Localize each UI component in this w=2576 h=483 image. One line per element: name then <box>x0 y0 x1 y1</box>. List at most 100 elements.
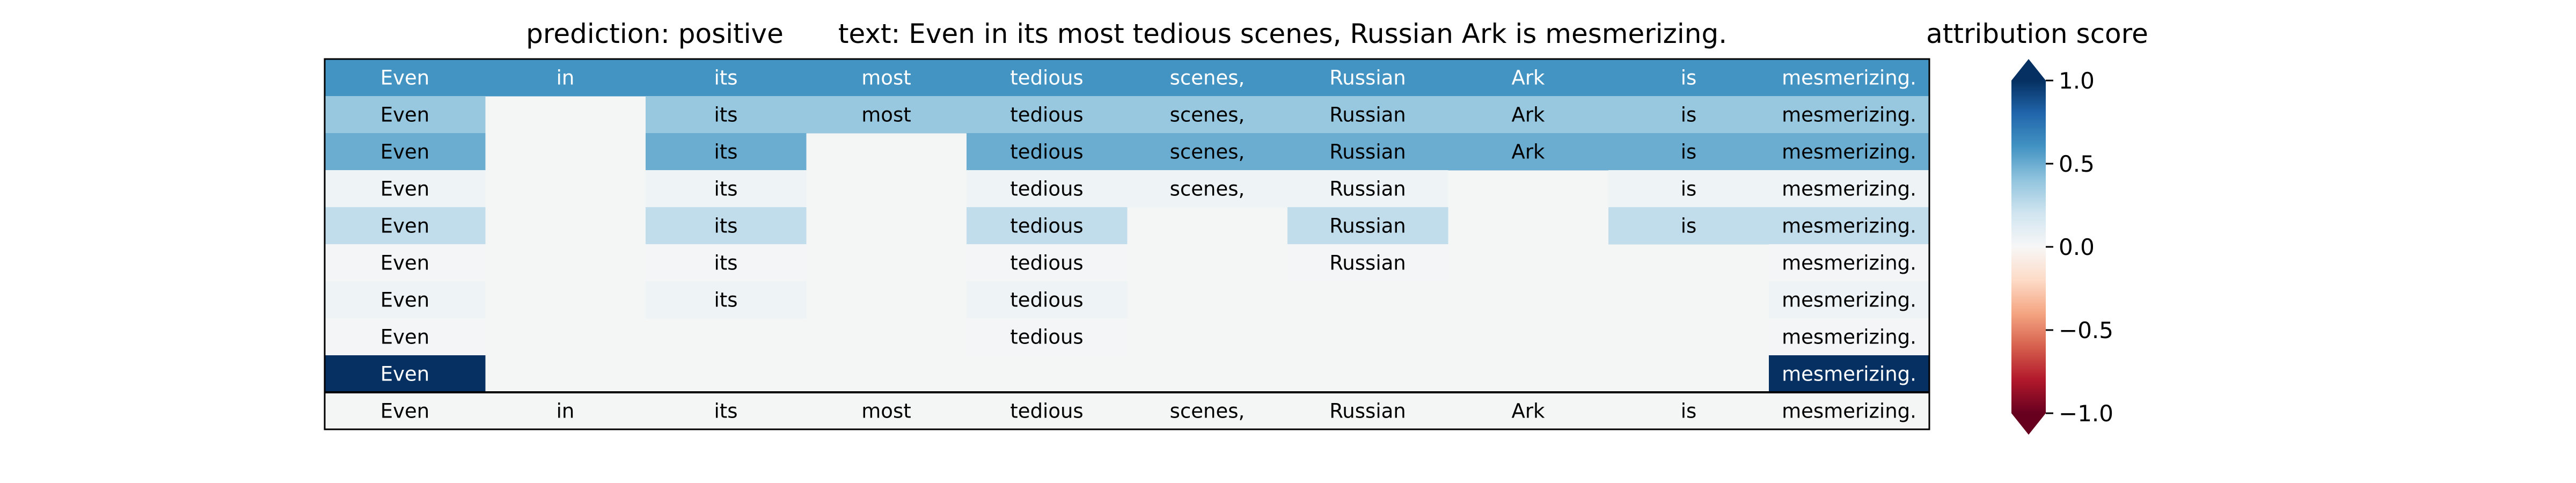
text-title: text: Even in its most tedious scenes, R… <box>838 18 1727 49</box>
perturbation-row-4-cell <box>967 170 1128 208</box>
reference-row-token-label: mesmerizing. <box>1782 400 1916 423</box>
perturbation-row-2-token-label: most <box>861 104 911 127</box>
perturbation-row-4-cell <box>1127 170 1288 208</box>
perturbation-row-1-cell <box>1769 59 1930 97</box>
perturbation-row-3-token-label: tedious <box>1010 141 1083 164</box>
prediction-title: prediction: positive <box>526 18 784 49</box>
perturbation-row-1-cell <box>1287 59 1448 97</box>
perturbation-row-6-token-label: tedious <box>1010 252 1083 275</box>
perturbation-row-3-cell <box>1127 133 1288 171</box>
colorbar-tick-label: 1.0 <box>2059 68 2095 94</box>
perturbation-row-5-token-label: mesmerizing. <box>1782 215 1916 238</box>
perturbation-row-2-cell <box>1608 96 1769 134</box>
perturbation-row-7-cell <box>1769 281 1930 319</box>
perturbation-row-4-token-label: Russian <box>1329 178 1406 201</box>
perturbation-row-3-cell <box>967 133 1128 171</box>
perturbation-row-4-token-label: tedious <box>1010 178 1083 201</box>
perturbation-row-4-cell <box>1287 170 1448 208</box>
perturbation-row-7-token-label: its <box>714 289 737 312</box>
perturbation-row-5-cell <box>1769 207 1930 245</box>
colorbar-ticks: 1.0 0.5 0.0 −0.5 −1.0 <box>2046 68 2113 427</box>
perturbation-row-1-cell <box>1608 59 1769 97</box>
perturbation-row-1-token-label: its <box>714 67 737 90</box>
colorbar-extend-top <box>2011 59 2046 80</box>
reference-row-token-label: scenes, <box>1170 400 1245 423</box>
perturbation-row-4-token-label: mesmerizing. <box>1782 178 1916 201</box>
reference-row-token-label: Ark <box>1512 400 1546 423</box>
perturbation-row-6-token-label: mesmerizing. <box>1782 252 1916 275</box>
perturbation-row-2-token-label: its <box>714 104 737 127</box>
perturbation-row-7-token-label: mesmerizing. <box>1782 289 1916 312</box>
perturbation-row-6-cell <box>325 244 486 282</box>
perturbation-row-2-token-label: Even <box>380 104 430 127</box>
perturbation-row-2-cell <box>325 96 486 134</box>
perturbation-row-1-token-label: most <box>861 67 911 90</box>
heatmap-cells: Even in its most tedious scenes, Russian Ark is m… <box>325 59 1930 423</box>
perturbation-row-5-token-label: Russian <box>1329 215 1406 238</box>
perturbation-row-4-token-label: is <box>1681 178 1697 201</box>
perturbation-row-3-token-label: Ark <box>1512 141 1546 164</box>
perturbation-row-3-cell <box>646 133 807 171</box>
perturbation-row-1-token-label: Ark <box>1512 67 1546 90</box>
perturbation-row-4-cell <box>1769 170 1930 208</box>
perturbation-row-1-token-label: Russian <box>1329 67 1406 90</box>
perturbation-row-8-token-label: Even <box>380 326 430 349</box>
perturbation-row-2-cell <box>967 96 1128 134</box>
perturbation-row-2-token-label: Ark <box>1512 104 1546 127</box>
perturbation-row-2-token-label: tedious <box>1010 104 1083 127</box>
perturbation-row-6-cell <box>967 244 1128 282</box>
perturbation-row-1-token-label: tedious <box>1010 67 1083 90</box>
perturbation-row-1-cell <box>646 59 807 97</box>
perturbation-row-3-cell <box>1769 133 1930 171</box>
perturbation-row-1-cell <box>325 59 486 97</box>
perturbation-row-6-token-label: Even <box>380 252 430 275</box>
perturbation-row-8-token-label: mesmerizing. <box>1782 326 1916 349</box>
reference-row-token-label: tedious <box>1010 400 1083 423</box>
perturbation-row-2-cell <box>1769 96 1930 134</box>
colorbar: 1.0 0.5 0.0 −0.5 −1.0 <box>2011 59 2113 435</box>
perturbation-row-8-token-label: tedious <box>1010 326 1083 349</box>
perturbation-row-3-token-label: its <box>714 141 737 164</box>
perturbation-row-2-token-label: is <box>1681 104 1697 127</box>
perturbation-row-8-cell <box>325 318 486 356</box>
perturbation-row-1-cell <box>1127 59 1288 97</box>
perturbation-row-3-token-label: mesmerizing. <box>1782 141 1916 164</box>
perturbation-row-3-cell <box>325 133 486 171</box>
reference-row-token-label: Russian <box>1329 400 1406 423</box>
perturbation-row-3-token-label: scenes, <box>1170 141 1245 164</box>
perturbation-row-7-token-label: Even <box>380 289 430 312</box>
perturbation-row-6-cell <box>1287 244 1448 282</box>
perturbation-row-8-cell <box>967 318 1128 356</box>
perturbation-row-5-cell <box>1608 207 1769 245</box>
perturbation-row-2-cell <box>1287 96 1448 134</box>
perturbation-row-9-token-label: Even <box>380 363 430 386</box>
perturbation-row-4-cell <box>646 170 807 208</box>
perturbation-row-1-cell <box>485 59 646 97</box>
colorbar-tick-label: 0.0 <box>2059 234 2095 260</box>
perturbation-row-3-cell <box>1608 133 1769 171</box>
reference-row-token-label: is <box>1681 400 1697 423</box>
perturbation-row-1-token-label: is <box>1681 67 1697 90</box>
perturbation-row-6-cell <box>1769 244 1930 282</box>
perturbation-row-1-cell <box>806 59 967 97</box>
perturbation-row-3-token-label: Even <box>380 141 430 164</box>
perturbation-row-3-token-label: is <box>1681 141 1697 164</box>
perturbation-row-8-cell <box>1769 318 1930 356</box>
perturbation-row-4-token-label: Even <box>380 178 430 201</box>
reference-row-token-label: Even <box>380 400 430 423</box>
perturbation-row-9-cell <box>1769 355 1930 393</box>
perturbation-row-2-cell <box>1127 96 1288 134</box>
perturbation-row-2-cell <box>1448 96 1609 134</box>
perturbation-row-2-token-label: Russian <box>1329 104 1406 127</box>
colorbar-extend-bottom <box>2011 413 2046 435</box>
perturbation-row-5-token-label: Even <box>380 215 430 238</box>
perturbation-row-5-token-label: is <box>1681 215 1697 238</box>
perturbation-row-3-cell <box>1287 133 1448 171</box>
perturbation-row-5-cell <box>646 207 807 245</box>
perturbation-row-5-token-label: its <box>714 215 737 238</box>
perturbation-row-5-cell <box>325 207 486 245</box>
colorbar-label: attribution score <box>1926 18 2148 49</box>
colorbar-tick-label: −1.0 <box>2059 400 2113 427</box>
perturbation-row-4-cell <box>325 170 486 208</box>
perturbation-row-6-token-label: Russian <box>1329 252 1406 275</box>
